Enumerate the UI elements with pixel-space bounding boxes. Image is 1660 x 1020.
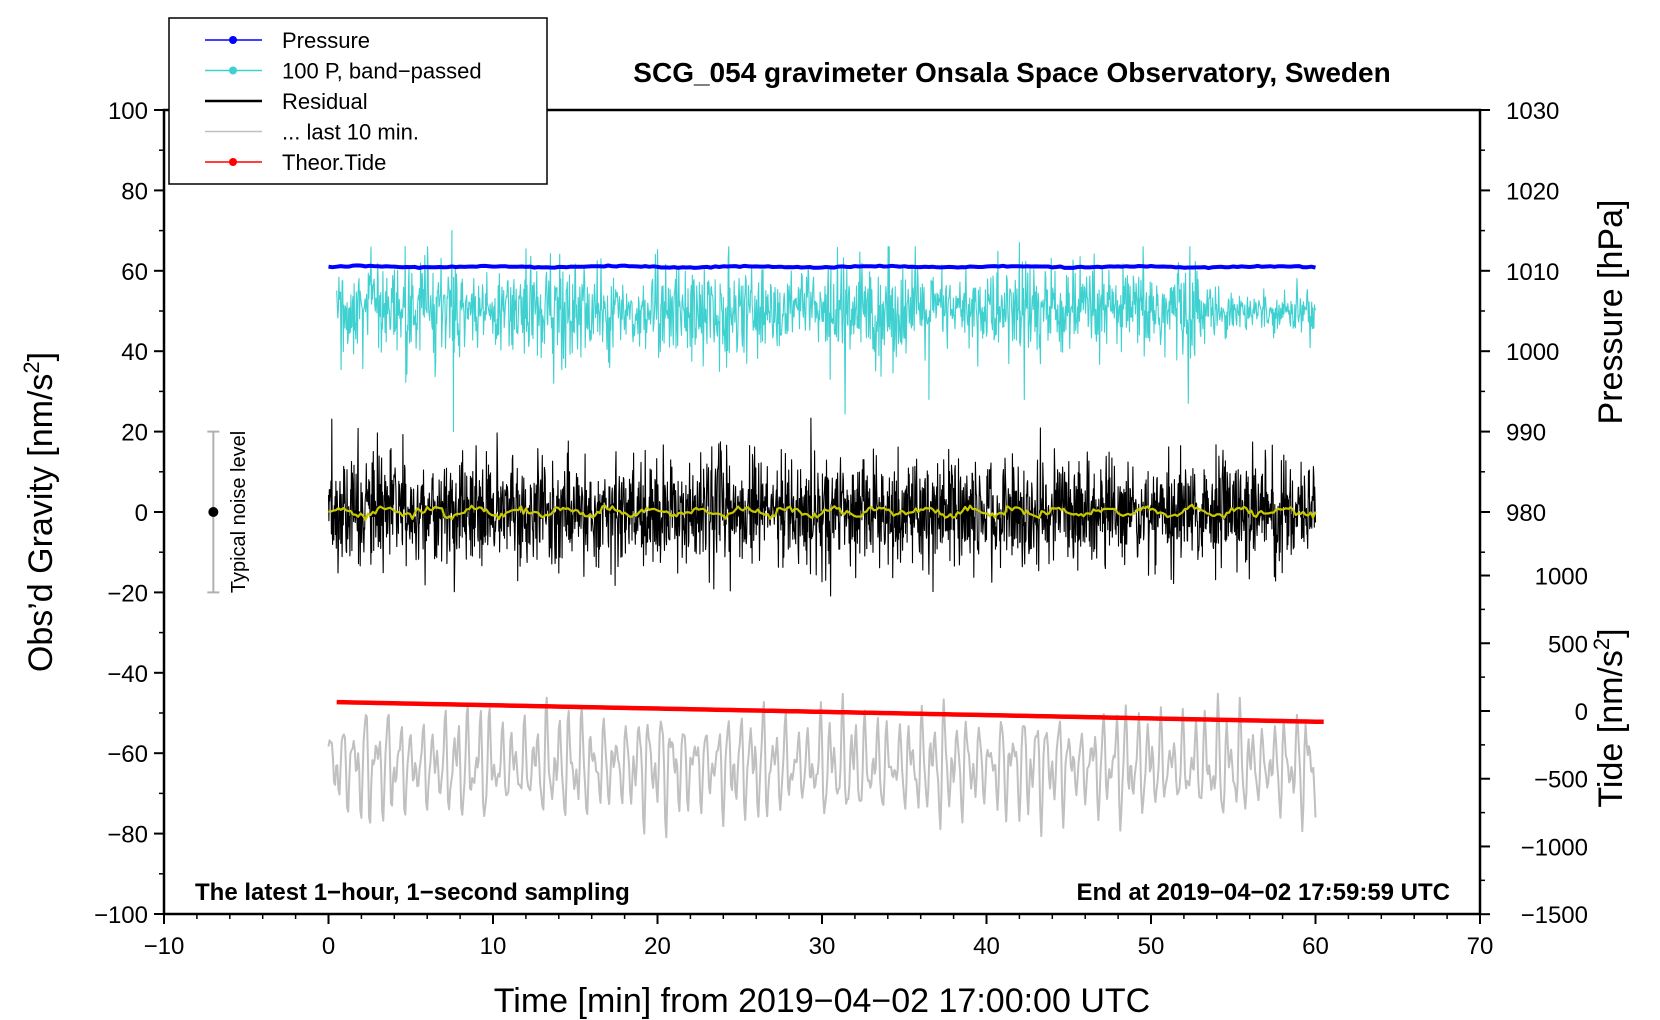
y-tick-label: 40 — [121, 339, 148, 366]
legend-marker — [229, 158, 237, 166]
series-layer — [327, 230, 1324, 839]
pressure-tick-label: 980 — [1506, 500, 1546, 527]
y-tick-label: 0 — [135, 500, 148, 527]
pressure-tick-label: 1010 — [1506, 259, 1559, 286]
y-axis-title: Obs’d Gravity [nm/s2] — [19, 352, 60, 672]
pressure-tick-label: 1020 — [1506, 178, 1559, 205]
legend-label: Residual — [282, 89, 368, 114]
note-right: End at 2019−04−02 17:59:59 UTC — [1076, 879, 1450, 906]
x-tick-label: 40 — [973, 933, 1000, 960]
note-left: The latest 1−hour, 1−second sampling — [195, 879, 630, 906]
noise-indicator-label: Typical noise level — [228, 431, 250, 593]
x-tick-label: 50 — [1138, 933, 1165, 960]
tide-tick-label: −500 — [1534, 767, 1588, 794]
x-tick-label: 30 — [809, 933, 836, 960]
y-tick-label: −20 — [107, 580, 148, 607]
tide-tick-label: −1000 — [1521, 834, 1588, 861]
tide-tick-label: 500 — [1548, 631, 1588, 658]
residual-smoothed-line — [328, 503, 1317, 522]
pressure-line — [328, 263, 1316, 271]
y-axis-title-sup: 2 — [19, 361, 44, 373]
y-tick-label: 60 — [121, 259, 148, 286]
axes-layer: −10 0 10 20 30 40 50 60 70−100−80−60−40−20020406… — [94, 98, 1588, 960]
pressure-tick-label: 1000 — [1506, 339, 1559, 366]
tide-axis-title: Tide [nm/s2] — [1589, 628, 1630, 807]
tide-axis-title-sup: 2 — [1589, 638, 1614, 650]
y-tick-label: 100 — [108, 98, 148, 125]
legend-marker — [229, 36, 237, 44]
y-tick-label: 20 — [121, 420, 148, 447]
y-axis-title-main: Obs’d Gravity [nm/s — [22, 374, 60, 673]
pressure-tick-label: 1030 — [1506, 98, 1559, 125]
residual-line — [327, 417, 1317, 597]
legend: Pressure 100 P, band−passed Residual ... la… — [168, 17, 548, 185]
noise-center-dot — [208, 507, 219, 517]
band-passed-pressure-line — [336, 230, 1317, 433]
x-tick-label: 60 — [1302, 933, 1329, 960]
legend-label: Theor.Tide — [282, 150, 386, 175]
x-axis-title: Time [min] from 2019−04−02 17:00:00 UTC — [494, 982, 1150, 1020]
tide-tick-label: −1500 — [1521, 902, 1588, 929]
y-tick-label: −100 — [94, 902, 148, 929]
tide-axis-title-close: ] — [1592, 628, 1630, 637]
legend-label: ... last 10 min. — [282, 120, 419, 145]
x-tick-label: 70 — [1467, 933, 1494, 960]
pressure-axis-title: Pressure [hPa] — [1592, 200, 1630, 425]
legend-label: 100 P, band−passed — [282, 59, 482, 84]
y-axis-title-close: ] — [22, 352, 60, 361]
theoretical-tide-line — [336, 699, 1324, 725]
tide-axis-title-main: Tide [nm/s — [1592, 650, 1630, 807]
x-tick-label: −10 — [144, 933, 185, 960]
y-tick-label: 80 — [121, 178, 148, 205]
y-tick-label: −80 — [107, 822, 148, 849]
x-tick-label: 20 — [644, 933, 671, 960]
legend-marker — [229, 66, 237, 75]
tide-tick-label: 0 — [1575, 699, 1588, 726]
x-tick-label: 10 — [480, 933, 507, 960]
pressure-tick-label: 990 — [1506, 420, 1546, 447]
legend-label: Pressure — [282, 28, 370, 53]
chart-title: SCG_054 gravimeter Onsala Space Observat… — [633, 57, 1390, 88]
y-tick-label: −60 — [107, 741, 148, 768]
x-tick-label: 0 — [322, 933, 335, 960]
y-tick-label: −40 — [107, 661, 148, 688]
last-10-min-line — [327, 692, 1317, 839]
noise-indicator — [207, 430, 220, 594]
tide-tick-label: 1000 — [1535, 564, 1588, 591]
